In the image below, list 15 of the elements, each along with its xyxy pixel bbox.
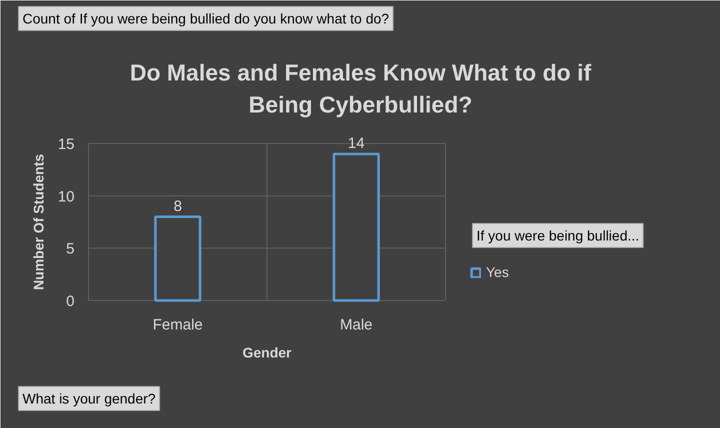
y-tick-label: 15: [58, 136, 75, 153]
y-tick-label: 5: [66, 240, 74, 258]
text: What is your gender?: [22, 390, 156, 406]
y-tick-label: 0: [66, 293, 74, 310]
legend-title: If you were being bullied...: [476, 228, 640, 244]
legend-label: Yes: [486, 264, 509, 280]
x-tick-label: Male: [340, 316, 373, 334]
data-label: 8: [174, 198, 182, 215]
y-axis-title: Number Of Students: [30, 154, 46, 290]
x-axis-title: Gender: [242, 344, 292, 360]
chart-title: Do Males and Females Know What to do if Being Cyberbullied?: [130, 60, 592, 118]
text: Count of If you were being bullied do you know what to do?: [22, 10, 390, 26]
data-label: 14: [348, 134, 365, 152]
y-tick-label: 10: [58, 188, 75, 206]
x-tick-label: Female: [152, 316, 203, 334]
